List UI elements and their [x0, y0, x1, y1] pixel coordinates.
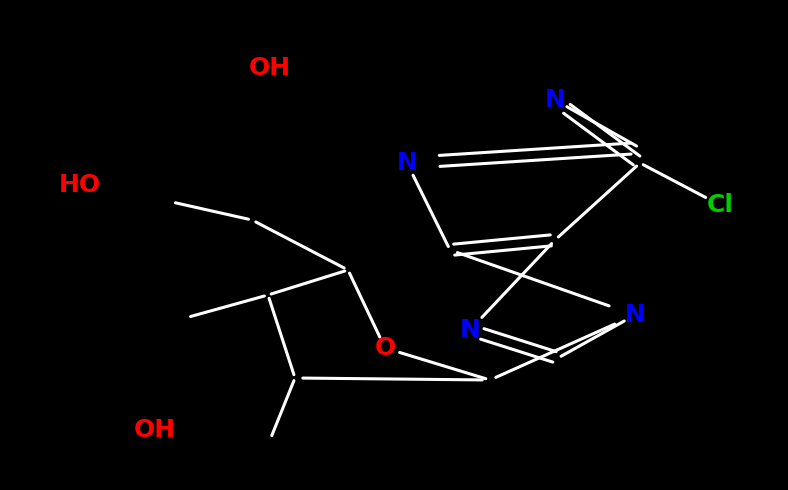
Text: N: N: [396, 151, 418, 175]
Text: N: N: [459, 318, 481, 342]
Text: OH: OH: [134, 418, 176, 442]
Text: N: N: [545, 88, 566, 112]
Text: N: N: [625, 303, 645, 327]
Text: OH: OH: [249, 56, 291, 80]
Text: Cl: Cl: [707, 193, 734, 217]
Text: O: O: [374, 336, 396, 360]
Text: HO: HO: [59, 173, 101, 197]
